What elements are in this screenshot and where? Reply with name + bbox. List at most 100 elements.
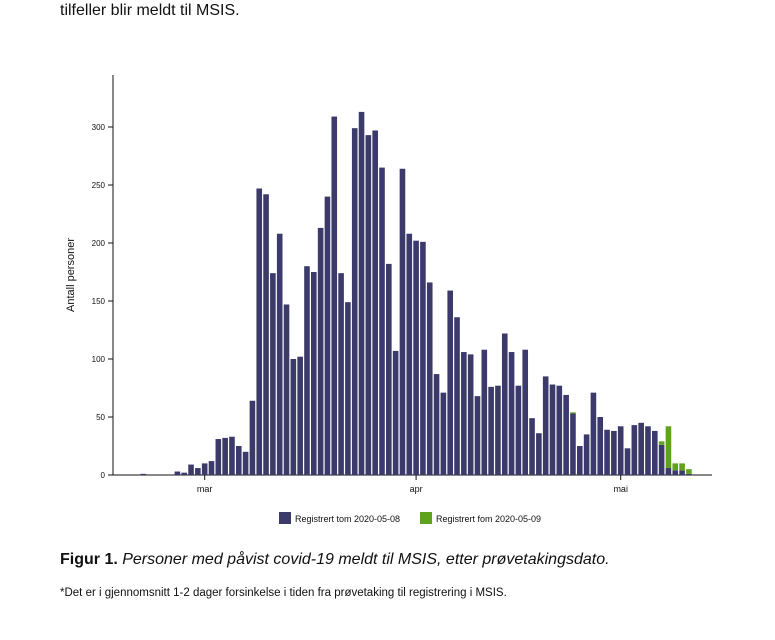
bar-registered-before xyxy=(508,352,515,475)
x-tick-label-mai: mai xyxy=(613,484,628,494)
bar-registered-before xyxy=(556,385,563,475)
bar-registered-before xyxy=(317,227,324,475)
bar-registered-before xyxy=(392,350,399,475)
bar-registered-before xyxy=(481,349,488,475)
bar-registered-before xyxy=(406,233,413,475)
bar-registered-before xyxy=(276,233,283,475)
bar-registered-before xyxy=(345,302,351,475)
bar-registered-before xyxy=(467,354,474,475)
bar-registered-before xyxy=(235,446,242,475)
bar-registered-before xyxy=(242,451,249,475)
bar-registered-before xyxy=(631,425,638,475)
bar-registered-before xyxy=(529,418,535,475)
bar-registered-before xyxy=(290,359,297,475)
bar-registered-before xyxy=(679,470,685,475)
y-tick-label: 100 xyxy=(92,355,106,364)
chart-axes: 0 50 100 150 200 250 300 Antall personer mar apr m… xyxy=(65,75,712,494)
bar-registered-before xyxy=(222,437,228,475)
bar-registered-before xyxy=(440,392,447,475)
bar-registered-before xyxy=(638,422,644,475)
bar-registered-before xyxy=(447,290,453,475)
bar-registered-before xyxy=(229,436,235,475)
bar-registered-before xyxy=(311,272,317,475)
bar-registered-before xyxy=(263,194,269,475)
bar-registered-after xyxy=(672,463,679,471)
x-tick-label-apr: apr xyxy=(410,484,423,494)
y-tick-label: 150 xyxy=(92,297,106,306)
caption-text: Personer med påvist covid-19 meldt til M… xyxy=(122,551,610,568)
y-axis-title: Antall personer xyxy=(65,238,77,312)
bar-registered-before xyxy=(426,282,433,475)
bar-registered-before xyxy=(270,273,276,475)
bar-registered-before xyxy=(645,426,651,475)
bar-registered-before xyxy=(201,463,208,475)
legend-label-1: Registrert tom 2020-05-08 xyxy=(295,514,400,524)
bar-registered-before xyxy=(338,273,344,475)
bar-registered-before xyxy=(420,241,426,475)
bar-registered-before xyxy=(611,430,617,475)
footnote: *Det er i gjennomsnitt 1-2 dager forsink… xyxy=(60,587,507,599)
bar-registered-before xyxy=(542,376,549,475)
bar-registered-before xyxy=(208,461,215,475)
bar-registered-before xyxy=(195,468,201,475)
caption-label: Figur 1. xyxy=(60,551,118,568)
bar-registered-before xyxy=(488,386,494,475)
legend-label-2: Registrert fom 2020-05-09 xyxy=(436,514,541,524)
bar-registered-before xyxy=(617,426,624,475)
bar-registered-before xyxy=(140,473,147,475)
bar-registered-before xyxy=(597,417,604,475)
bar-registered-before xyxy=(495,385,501,475)
bar-registered-before xyxy=(358,111,365,476)
bar-registered-before xyxy=(283,304,290,475)
bar-registered-before xyxy=(536,433,542,475)
x-tick-label-mar: mar xyxy=(197,484,213,494)
bar-registered-before xyxy=(324,196,331,475)
chart-legend: Registrert tom 2020-05-08 Registrert fom … xyxy=(279,512,541,524)
bar-registered-before xyxy=(351,128,358,475)
bar-registered-before xyxy=(256,188,263,476)
y-tick-label: 300 xyxy=(92,123,106,132)
bar-registered-before xyxy=(379,167,385,475)
bar-registered-before xyxy=(686,473,692,475)
bar-registered-before xyxy=(583,434,590,475)
intro-text: tilfeller blir meldt til MSIS. xyxy=(60,2,240,19)
bar-registered-before xyxy=(188,464,194,475)
bar-registered-before xyxy=(665,468,672,475)
legend-swatch-2 xyxy=(420,512,432,524)
bar-registered-before xyxy=(331,116,338,475)
y-tick-label: 0 xyxy=(101,471,106,480)
bar-registered-before xyxy=(604,429,610,475)
figure-caption: Figur 1. Personer med påvist covid-19 me… xyxy=(60,551,610,569)
bar-registered-after xyxy=(658,441,665,445)
bar-registered-before xyxy=(501,333,508,475)
bar-registered-before xyxy=(181,472,188,475)
bar-registered-before xyxy=(304,266,310,475)
bar-registered-before xyxy=(522,349,529,475)
y-tick-label: 50 xyxy=(96,413,105,422)
bar-registered-before xyxy=(461,352,467,475)
bar-registered-before xyxy=(386,263,392,475)
y-tick-label: 200 xyxy=(92,239,106,248)
bar-registered-after xyxy=(665,426,672,469)
bar-registered-before xyxy=(515,385,522,475)
bar-registered-before xyxy=(297,356,303,475)
bar-registered-before xyxy=(249,400,256,475)
bar-registered-before xyxy=(549,384,556,475)
bar-registered-before xyxy=(174,471,181,475)
bar-registered-after xyxy=(679,463,685,471)
chart-bars xyxy=(140,111,692,476)
bar-registered-before xyxy=(563,394,569,475)
covid-bar-chart: 0 50 100 150 200 250 300 Antall personer mar apr m… xyxy=(65,75,712,524)
bar-registered-before xyxy=(413,240,419,475)
bar-registered-after xyxy=(570,412,576,414)
bar-registered-before xyxy=(590,392,597,475)
bar-registered-before xyxy=(624,448,631,475)
y-tick-label: 250 xyxy=(92,181,106,190)
bar-registered-before xyxy=(365,135,372,475)
bar-registered-before xyxy=(433,374,440,475)
bar-registered-before xyxy=(454,317,460,475)
bar-registered-before xyxy=(399,168,406,475)
bar-registered-before xyxy=(474,396,481,475)
bar-registered-before xyxy=(658,444,665,475)
bar-registered-before xyxy=(215,439,222,475)
